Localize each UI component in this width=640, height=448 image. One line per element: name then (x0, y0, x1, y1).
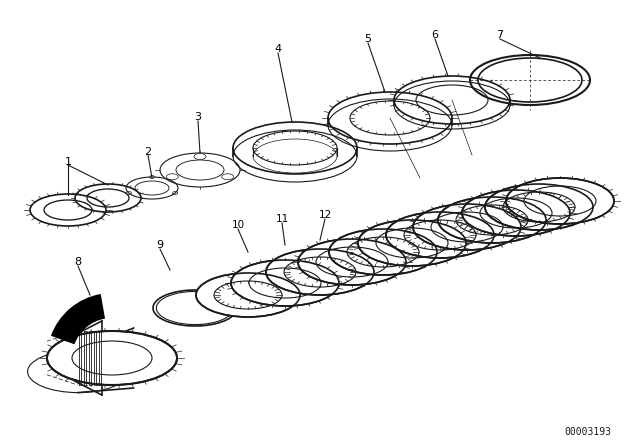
Text: 9: 9 (156, 240, 164, 250)
Ellipse shape (231, 260, 339, 306)
Ellipse shape (266, 249, 374, 295)
Text: 12: 12 (318, 210, 332, 220)
Text: 10: 10 (232, 220, 244, 230)
Text: 8: 8 (74, 257, 81, 267)
Ellipse shape (506, 178, 614, 224)
Text: 5: 5 (365, 34, 371, 44)
Text: 1: 1 (65, 157, 72, 167)
Text: 6: 6 (431, 30, 438, 40)
Ellipse shape (194, 154, 206, 159)
Ellipse shape (462, 190, 570, 236)
Text: 7: 7 (497, 30, 504, 40)
Ellipse shape (438, 197, 546, 243)
Ellipse shape (358, 220, 466, 266)
Text: 4: 4 (275, 44, 282, 54)
Ellipse shape (298, 239, 406, 285)
Text: 00003193: 00003193 (564, 427, 611, 437)
Text: 2: 2 (145, 147, 152, 157)
Ellipse shape (221, 174, 234, 180)
Ellipse shape (413, 204, 521, 250)
Ellipse shape (47, 331, 177, 385)
Ellipse shape (196, 273, 300, 317)
Text: 11: 11 (275, 214, 289, 224)
Ellipse shape (166, 174, 179, 180)
Ellipse shape (386, 212, 494, 258)
Text: 3: 3 (195, 112, 202, 122)
Ellipse shape (329, 229, 437, 275)
Wedge shape (51, 294, 105, 345)
Ellipse shape (485, 184, 593, 230)
